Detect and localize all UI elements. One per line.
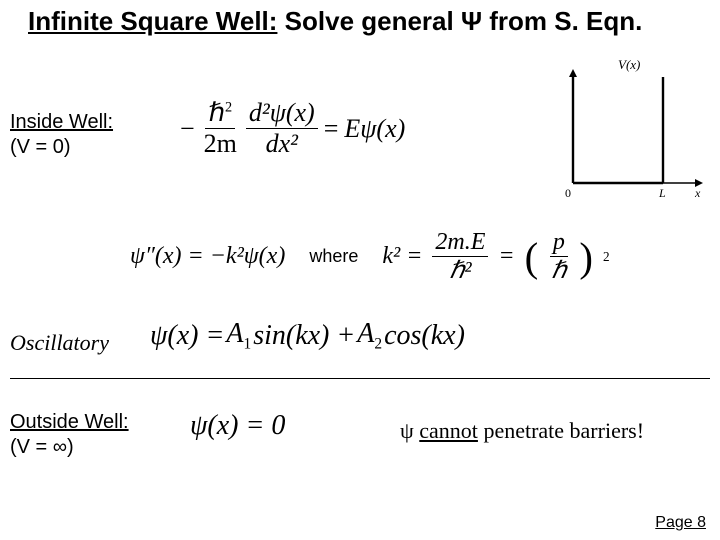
outside-well-label: Outside Well: (V = ∞) xyxy=(10,410,129,460)
where-label: where xyxy=(309,246,358,267)
diagram-L: L xyxy=(658,186,666,200)
page-number: Page 8 xyxy=(655,514,706,532)
title-underlined: Infinite Square Well: xyxy=(28,6,277,36)
schrodinger-equation: − ℏ2 2m d²ψ(x) dx² = Eψ(x) xyxy=(180,100,405,157)
sin-kx: sin(kx) + xyxy=(253,320,355,352)
hbar2-over-2m: ℏ2 2m xyxy=(201,100,240,157)
E-psi: Eψ(x) xyxy=(344,114,405,144)
k-definition-row: ψ″(x) = −k²ψ(x) where k² = 2m.E ℏ² = ( p… xyxy=(130,230,610,283)
oscillatory-label: Oscillatory xyxy=(10,330,109,356)
psi-symbol: ψ xyxy=(400,418,419,443)
divider-line xyxy=(10,378,710,379)
equals-2: = xyxy=(498,243,514,270)
d2psi-dx2: d²ψ(x) dx² xyxy=(246,100,318,157)
general-solution-eq: ψ(x) = A1 sin(kx) + A2 cos(kx) xyxy=(150,318,465,354)
title-rest: Solve general Ψ from S. Eqn. xyxy=(277,6,642,36)
frac-p-hbar: p ℏ xyxy=(548,230,569,283)
minus-sign: − xyxy=(180,114,195,144)
inside-line2: (V = 0) xyxy=(10,136,71,158)
diagram-ylabel: V(x) xyxy=(618,57,640,72)
potential-well-diagram: V(x) 0 L x xyxy=(543,55,708,205)
inside-line1: Inside Well: xyxy=(10,111,113,133)
squared-exponent: 2 xyxy=(603,249,610,265)
frac-2mE-hbar2: 2m.E ℏ² xyxy=(432,230,488,283)
k2-eq: k² = xyxy=(382,243,422,270)
outside-line2: (V = ∞) xyxy=(10,436,74,458)
inside-well-label: Inside Well: (V = 0) xyxy=(10,110,113,160)
outside-line1: Outside Well: xyxy=(10,411,129,433)
diagram-origin: 0 xyxy=(565,186,571,200)
psi-eq: ψ(x) = xyxy=(150,320,224,352)
A2: A2 xyxy=(357,318,382,354)
slide-title: Infinite Square Well: Solve general Ψ fr… xyxy=(28,6,642,37)
cannot-rest: penetrate barriers! xyxy=(478,418,644,443)
cannot-penetrate-text: ψ cannot penetrate barriers! xyxy=(400,418,644,444)
cos-kx: cos(kx) xyxy=(384,320,465,352)
psi-double-prime-eq: ψ″(x) = −k²ψ(x) xyxy=(130,243,285,270)
cannot-underlined: cannot xyxy=(419,418,478,443)
diagram-x: x xyxy=(694,186,701,200)
A1: A1 xyxy=(226,318,251,354)
psi-equals-zero: ψ(x) = 0 xyxy=(190,410,285,442)
equals-1: = xyxy=(324,114,339,144)
